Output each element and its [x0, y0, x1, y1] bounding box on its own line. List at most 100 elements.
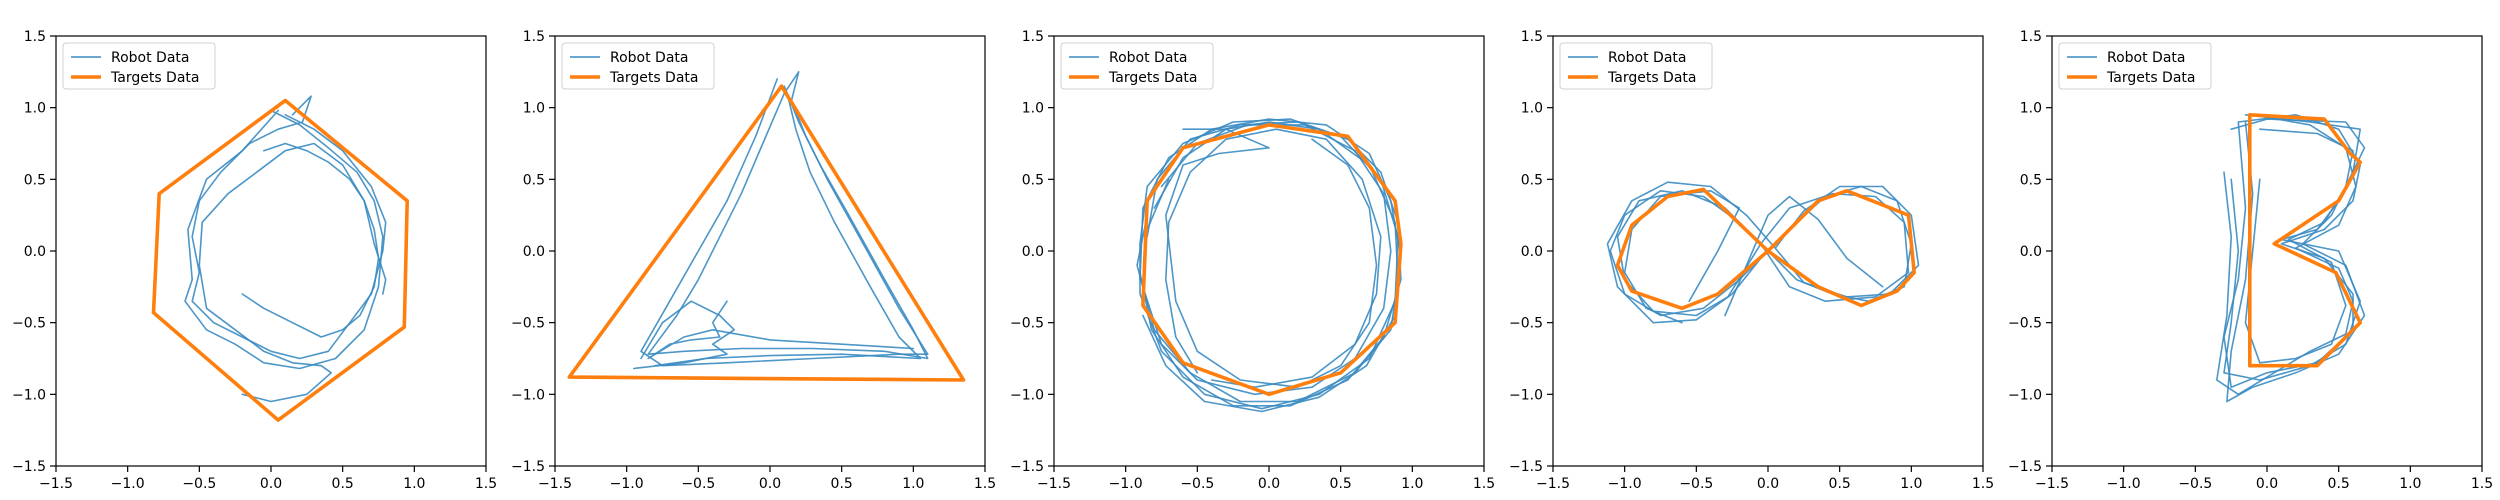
y-tick-label: −0.5: [1509, 316, 1543, 332]
plot-area: [2216, 113, 2366, 403]
y-tick-label: 0.5: [24, 172, 46, 188]
x-tick-label: −1.5: [2035, 476, 2069, 492]
targets-data-line-1: [2248, 113, 2362, 368]
legend-label-targets-data: Targets Data: [110, 70, 199, 86]
x-tick-label: −0.5: [182, 476, 216, 492]
y-tick-label: 1.0: [523, 101, 545, 117]
plot-area: [151, 95, 409, 422]
y-tick-label: 1.5: [24, 29, 46, 45]
x-tick-label: −0.5: [2178, 476, 2212, 492]
y-tick-label: −0.5: [1010, 316, 1044, 332]
x-tick-label: −1.0: [2107, 476, 2141, 492]
robot-data-line-5: [2216, 114, 2357, 396]
x-tick-label: 1.0: [1900, 476, 1922, 492]
y-tick-label: 0.5: [1521, 172, 1543, 188]
robot-data-line-2: [640, 78, 929, 367]
x-tick-label: 0.0: [2256, 476, 2278, 492]
x-tick-label: 1.5: [974, 476, 996, 492]
chart-panel-5: −1.5 −1.0 −0.5 0.0 0.5 1.0 1.5 −1.5 −1.0 −0.5 0.0 0…: [2008, 29, 2493, 492]
robot-data-line-4: [647, 300, 915, 360]
robot-data-line-2: [1142, 124, 1392, 396]
y-tick-label: 1.0: [1022, 101, 1044, 117]
x-tick-label: −1.0: [610, 476, 644, 492]
legend-label-robot-data: Robot Data: [111, 50, 189, 66]
targets-data-line-1: [567, 84, 966, 382]
x-tick-label: 1.0: [403, 476, 425, 492]
legend-label-robot-data: Robot Data: [1608, 50, 1686, 66]
x-tick-label: 0.0: [759, 476, 781, 492]
x-tick-label: −1.0: [1608, 476, 1642, 492]
robot-data-line-4: [198, 142, 387, 403]
x-tick-label: 1.5: [1473, 476, 1495, 492]
y-tick-label: 0.5: [2020, 172, 2042, 188]
legend-label-targets-data: Targets Data: [609, 70, 698, 86]
y-tick-label: 1.5: [1022, 29, 1044, 45]
x-tick-label: −0.5: [681, 476, 715, 492]
x-tick-label: 0.5: [332, 476, 354, 492]
x-tick-label: 0.5: [1829, 476, 1851, 492]
robot-data-line-3: [2223, 118, 2366, 381]
x-tick-label: 0.0: [1757, 476, 1779, 492]
x-tick-label: −1.0: [111, 476, 145, 492]
legend: Robot Data Targets Data: [1559, 42, 1713, 90]
x-tick-label: 1.5: [2471, 476, 2493, 492]
chart-panel-2: −1.5 −1.0 −0.5 0.0 0.5 1.0 1.5 −1.5 −1.0 −0.5 0.0 0…: [511, 29, 996, 492]
robot-data-line-3: [654, 92, 922, 367]
robot-data-line-7: [1165, 128, 1382, 388]
x-tick-label: 0.5: [831, 476, 853, 492]
plot-area: [567, 71, 966, 382]
y-tick-label: −1.5: [2008, 459, 2042, 475]
x-tick-label: −1.0: [1109, 476, 1143, 492]
legend-label-targets-data: Targets Data: [2106, 70, 2195, 86]
y-tick-label: 0.0: [2020, 244, 2042, 260]
legend-label-robot-data: Robot Data: [2107, 50, 2185, 66]
y-tick-label: 1.0: [2020, 101, 2042, 117]
x-tick-label: −1.5: [1536, 476, 1570, 492]
x-tick-label: 0.5: [2328, 476, 2350, 492]
robot-data-line-6: [1165, 128, 1378, 388]
y-tick-label: 0.0: [1022, 244, 1044, 260]
robot-data-line-3: [1139, 118, 1399, 410]
y-tick-label: 0.0: [24, 244, 46, 260]
x-tick-label: −1.5: [39, 476, 73, 492]
y-tick-label: −0.5: [12, 316, 46, 332]
y-tick-label: −0.5: [2008, 316, 2042, 332]
legend: Robot Data Targets Data: [1060, 42, 1214, 90]
y-tick-label: −1.0: [12, 387, 46, 403]
legend-label-robot-data: Robot Data: [1109, 50, 1187, 66]
x-tick-label: −1.5: [1037, 476, 1071, 492]
y-tick-label: 1.0: [24, 101, 46, 117]
legend-label-targets-data: Targets Data: [1108, 70, 1197, 86]
legend: Robot Data Targets Data: [2058, 42, 2212, 90]
x-tick-label: 1.0: [2399, 476, 2421, 492]
x-tick-label: −0.5: [1180, 476, 1214, 492]
y-tick-label: 0.0: [1521, 244, 1543, 260]
targets-data-line-1: [151, 98, 409, 422]
legend-label-targets-data: Targets Data: [1607, 70, 1696, 86]
y-tick-label: 1.5: [2020, 29, 2042, 45]
robot-data-line-2: [2226, 114, 2366, 403]
robot-data-line-5: [1139, 118, 1402, 413]
y-tick-label: 1.5: [1521, 29, 1543, 45]
y-tick-label: 0.5: [523, 172, 545, 188]
x-tick-label: 0.5: [1330, 476, 1352, 492]
y-tick-label: −1.5: [1010, 459, 1044, 475]
robot-data-line-5: [633, 300, 735, 370]
robot-data-line-5: [1623, 190, 1741, 324]
legend-label-robot-data: Robot Data: [610, 50, 688, 66]
y-tick-label: −1.5: [1509, 459, 1543, 475]
chart-panel-3: −1.5 −1.0 −0.5 0.0 0.5 1.0 1.5 −1.5 −1.0 −0.5 0.0 0…: [1010, 29, 1495, 492]
x-tick-label: 0.0: [260, 476, 282, 492]
legend: Robot Data Targets Data: [561, 42, 715, 90]
y-tick-label: −1.5: [12, 459, 46, 475]
x-tick-label: −1.5: [538, 476, 572, 492]
chart-panel-4: −1.5 −1.0 −0.5 0.0 0.5 1.0 1.5 −1.5 −1.0 −0.5 0.0 0…: [1509, 29, 1994, 492]
y-tick-label: −1.0: [1509, 387, 1543, 403]
y-tick-label: −1.0: [2008, 387, 2042, 403]
robot-data-line-2: [184, 109, 384, 370]
x-tick-label: 1.5: [475, 476, 497, 492]
y-tick-label: 0.5: [1022, 172, 1044, 188]
legend: Robot Data Targets Data: [62, 42, 216, 90]
y-tick-label: 0.0: [523, 244, 545, 260]
